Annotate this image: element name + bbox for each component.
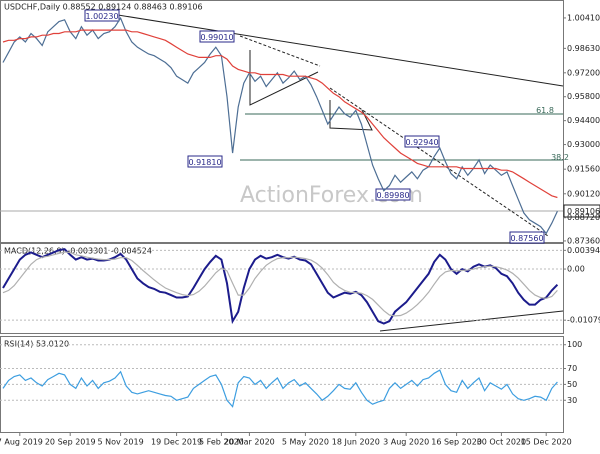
y-tick-label: 0.003949	[567, 246, 600, 255]
y-tick-label: 0.98630	[567, 44, 600, 53]
dashed-line	[329, 87, 549, 237]
drawings	[0, 14, 564, 332]
y-tick-label: 0.87360	[567, 236, 600, 245]
x-tick-label: 16 Sep 2020	[431, 438, 482, 447]
y-tick-label: -0.010793	[567, 316, 600, 325]
y-tick-label: 0.95800	[567, 92, 600, 101]
trend-line	[117, 14, 564, 87]
last-price-box	[563, 204, 600, 218]
annotation: 61.8	[536, 106, 554, 115]
dashed-line	[239, 35, 321, 67]
x-tick-label: 5 Feb 2020	[199, 438, 244, 447]
x-tick-label: 19 Dec 2019	[151, 438, 202, 447]
annotation: 0.99010	[200, 33, 233, 42]
y-tick-label: 70	[567, 364, 577, 373]
annotation: 38.2	[551, 153, 569, 162]
y-tick-label: 0.94400	[567, 116, 600, 125]
macd-trend-line	[379, 310, 564, 332]
annotation-box	[84, 9, 120, 22]
annotation-box	[509, 231, 545, 244]
y-tick-label: 1.00410	[567, 13, 600, 22]
macd-title: MACD(12,26,9) -0.003301 -0.004524	[4, 247, 152, 256]
last-price-label: 0.89106	[567, 207, 600, 216]
pattern-line	[329, 100, 373, 131]
y-tick-label: 50	[567, 380, 577, 389]
series-line	[2, 251, 558, 317]
y-tick-label: 30	[567, 396, 577, 405]
annotation-box	[404, 135, 440, 148]
annotation: 0.87560	[510, 234, 543, 243]
macd-panel	[0, 243, 564, 334]
series-line	[2, 16, 558, 235]
annotation: 1.00230	[85, 12, 118, 21]
price-panel	[0, 0, 564, 243]
rsi-title: RSI(14) 53.0120	[4, 340, 69, 349]
annotation-box	[375, 188, 411, 201]
x-tick-label: 3 Aug 2020	[383, 438, 429, 447]
x-tick-label: 30 Oct 2020	[477, 438, 526, 447]
annotation: 0.91810	[188, 158, 221, 167]
x-tick-label: 15 Dec 2020	[521, 438, 572, 447]
y-tick-label: 0.93000	[567, 140, 600, 149]
x-tick-label: 5 May 2020	[282, 438, 329, 447]
y-tick-label: 0.00	[567, 265, 585, 274]
annotation: 0.89980	[376, 191, 409, 200]
x-tick-label: 18 Jun 2020	[332, 438, 380, 447]
series-line	[2, 369, 558, 408]
x-tick-label: 20 Mar 2020	[224, 438, 275, 447]
x-tick-label: 5 Nov 2019	[98, 438, 144, 447]
x-tick-label: 7 Aug 2019	[0, 438, 43, 447]
annotation-box	[199, 30, 235, 43]
y-tick-label: 0.97200	[567, 68, 600, 77]
y-tick-label: 100	[567, 340, 582, 349]
x-tick-label: 20 Sep 2019	[45, 438, 96, 447]
y-tick-label: 0.88720	[567, 213, 600, 222]
chart-title: USDCHF,Daily 0.88552 0.89124 0.88463 0.8…	[4, 3, 203, 12]
series-line	[2, 29, 558, 199]
y-tick-label: 0.90120	[567, 189, 600, 198]
y-tick-label: 0.91560	[567, 165, 600, 174]
annotation-box	[187, 155, 223, 168]
pattern-line	[249, 50, 319, 106]
annotation: 0.92940	[405, 138, 438, 147]
